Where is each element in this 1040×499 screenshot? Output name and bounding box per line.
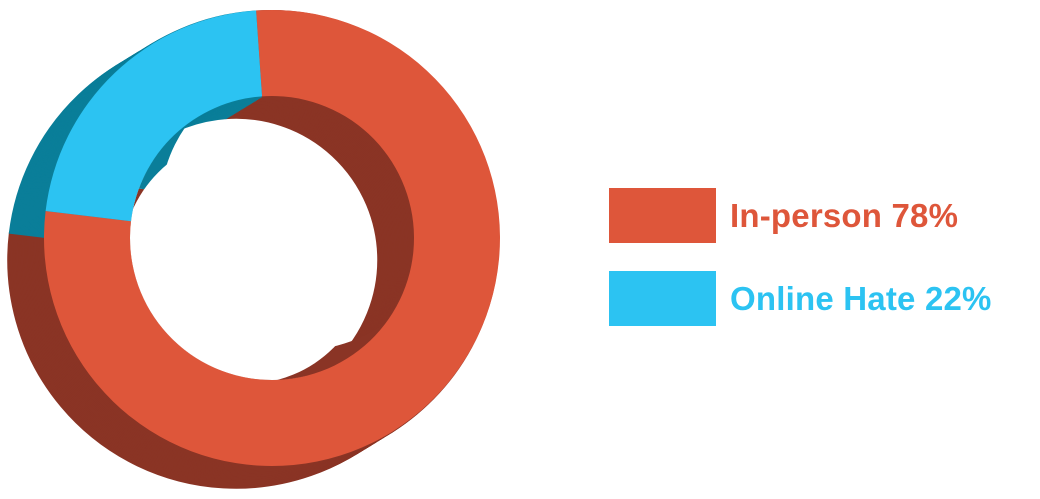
slice-in-person	[43, 10, 500, 467]
legend-label-online-hate: Online Hate 22%	[730, 279, 992, 317]
legend-swatch-online-hate	[609, 271, 716, 326]
legend-item-in-person: In-person 78%	[609, 188, 992, 243]
legend-swatch-in-person	[609, 188, 716, 243]
donut-hole	[130, 136, 370, 380]
legend-item-online-hate: Online Hate 22%	[609, 271, 992, 326]
legend: In-person 78% Online Hate 22%	[609, 188, 992, 354]
legend-label-in-person: In-person 78%	[730, 196, 959, 234]
donut-inner-wall	[130, 96, 414, 380]
donut-front	[43, 10, 500, 467]
slice-online-hate	[45, 10, 263, 222]
